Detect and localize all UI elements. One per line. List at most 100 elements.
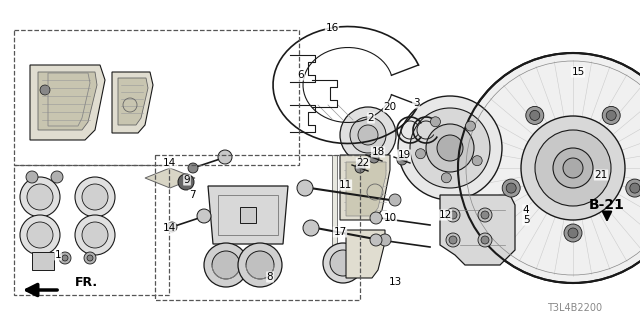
Circle shape <box>449 211 457 219</box>
Circle shape <box>379 234 391 246</box>
Circle shape <box>630 183 640 193</box>
Circle shape <box>606 110 616 120</box>
Circle shape <box>26 171 38 183</box>
Text: 14: 14 <box>163 158 175 168</box>
Circle shape <box>410 108 490 188</box>
Circle shape <box>602 107 620 124</box>
Circle shape <box>350 117 386 153</box>
Polygon shape <box>340 155 390 220</box>
Circle shape <box>20 177 60 217</box>
Text: FR.: FR. <box>75 276 98 290</box>
Circle shape <box>506 183 516 193</box>
Circle shape <box>238 243 282 287</box>
Polygon shape <box>118 78 148 125</box>
Circle shape <box>437 135 463 161</box>
Circle shape <box>188 163 198 173</box>
Circle shape <box>297 180 313 196</box>
Circle shape <box>426 124 474 172</box>
Circle shape <box>370 234 382 246</box>
Text: 13: 13 <box>388 277 402 287</box>
Bar <box>155 155 360 300</box>
Circle shape <box>59 252 71 264</box>
Text: 20: 20 <box>383 102 397 112</box>
Polygon shape <box>38 72 97 130</box>
Bar <box>240 207 256 223</box>
Circle shape <box>563 158 583 178</box>
Text: B-21: B-21 <box>589 198 625 212</box>
Circle shape <box>564 224 582 242</box>
Circle shape <box>568 228 578 238</box>
Text: 16: 16 <box>325 23 339 33</box>
Circle shape <box>323 243 363 283</box>
Polygon shape <box>346 162 386 216</box>
Circle shape <box>27 222 53 248</box>
Circle shape <box>442 173 451 183</box>
Circle shape <box>446 233 460 247</box>
Circle shape <box>535 130 611 206</box>
Text: 21: 21 <box>595 170 607 180</box>
Bar <box>332 155 337 275</box>
Circle shape <box>389 194 401 206</box>
Text: T3L4B2200: T3L4B2200 <box>547 303 603 313</box>
Circle shape <box>398 96 502 200</box>
Circle shape <box>553 148 593 188</box>
Circle shape <box>415 149 426 159</box>
Circle shape <box>478 208 492 222</box>
Text: 17: 17 <box>333 227 347 237</box>
Text: 3: 3 <box>413 98 419 108</box>
Circle shape <box>340 107 396 163</box>
Text: 14: 14 <box>163 223 175 233</box>
Circle shape <box>446 208 460 222</box>
Text: 7: 7 <box>189 190 195 200</box>
Circle shape <box>481 211 489 219</box>
Circle shape <box>218 150 232 164</box>
Polygon shape <box>440 195 515 265</box>
Circle shape <box>449 236 457 244</box>
Text: 8: 8 <box>267 272 273 282</box>
Circle shape <box>75 177 115 217</box>
Circle shape <box>82 222 108 248</box>
Circle shape <box>82 184 108 210</box>
Circle shape <box>62 255 68 261</box>
Text: 9: 9 <box>184 175 190 185</box>
Circle shape <box>465 121 476 131</box>
Polygon shape <box>346 230 385 278</box>
Circle shape <box>521 116 625 220</box>
Circle shape <box>478 233 492 247</box>
Polygon shape <box>112 72 153 133</box>
Circle shape <box>87 255 93 261</box>
Circle shape <box>84 252 96 264</box>
Text: 15: 15 <box>572 67 584 77</box>
Circle shape <box>358 125 378 145</box>
Bar <box>218 195 278 235</box>
Circle shape <box>481 236 489 244</box>
Polygon shape <box>145 168 195 188</box>
Circle shape <box>370 212 382 224</box>
Circle shape <box>75 215 115 255</box>
Circle shape <box>355 163 365 173</box>
Bar <box>14 165 169 295</box>
Circle shape <box>458 53 640 283</box>
Circle shape <box>246 251 274 279</box>
Text: 19: 19 <box>397 150 411 160</box>
Circle shape <box>204 243 248 287</box>
Circle shape <box>330 250 356 276</box>
Text: 6: 6 <box>298 70 304 80</box>
Text: 4: 4 <box>523 205 529 215</box>
Circle shape <box>20 215 60 255</box>
Text: 18: 18 <box>371 147 385 157</box>
Circle shape <box>303 220 319 236</box>
Circle shape <box>178 174 194 190</box>
Circle shape <box>212 251 240 279</box>
Circle shape <box>530 110 540 120</box>
Circle shape <box>51 171 63 183</box>
Text: 2: 2 <box>368 113 374 123</box>
Polygon shape <box>30 65 105 140</box>
Text: 22: 22 <box>356 158 370 168</box>
Text: 1: 1 <box>54 250 61 260</box>
Polygon shape <box>208 186 288 244</box>
Circle shape <box>502 179 520 197</box>
Circle shape <box>167 222 177 232</box>
Circle shape <box>27 184 53 210</box>
Circle shape <box>369 153 379 163</box>
